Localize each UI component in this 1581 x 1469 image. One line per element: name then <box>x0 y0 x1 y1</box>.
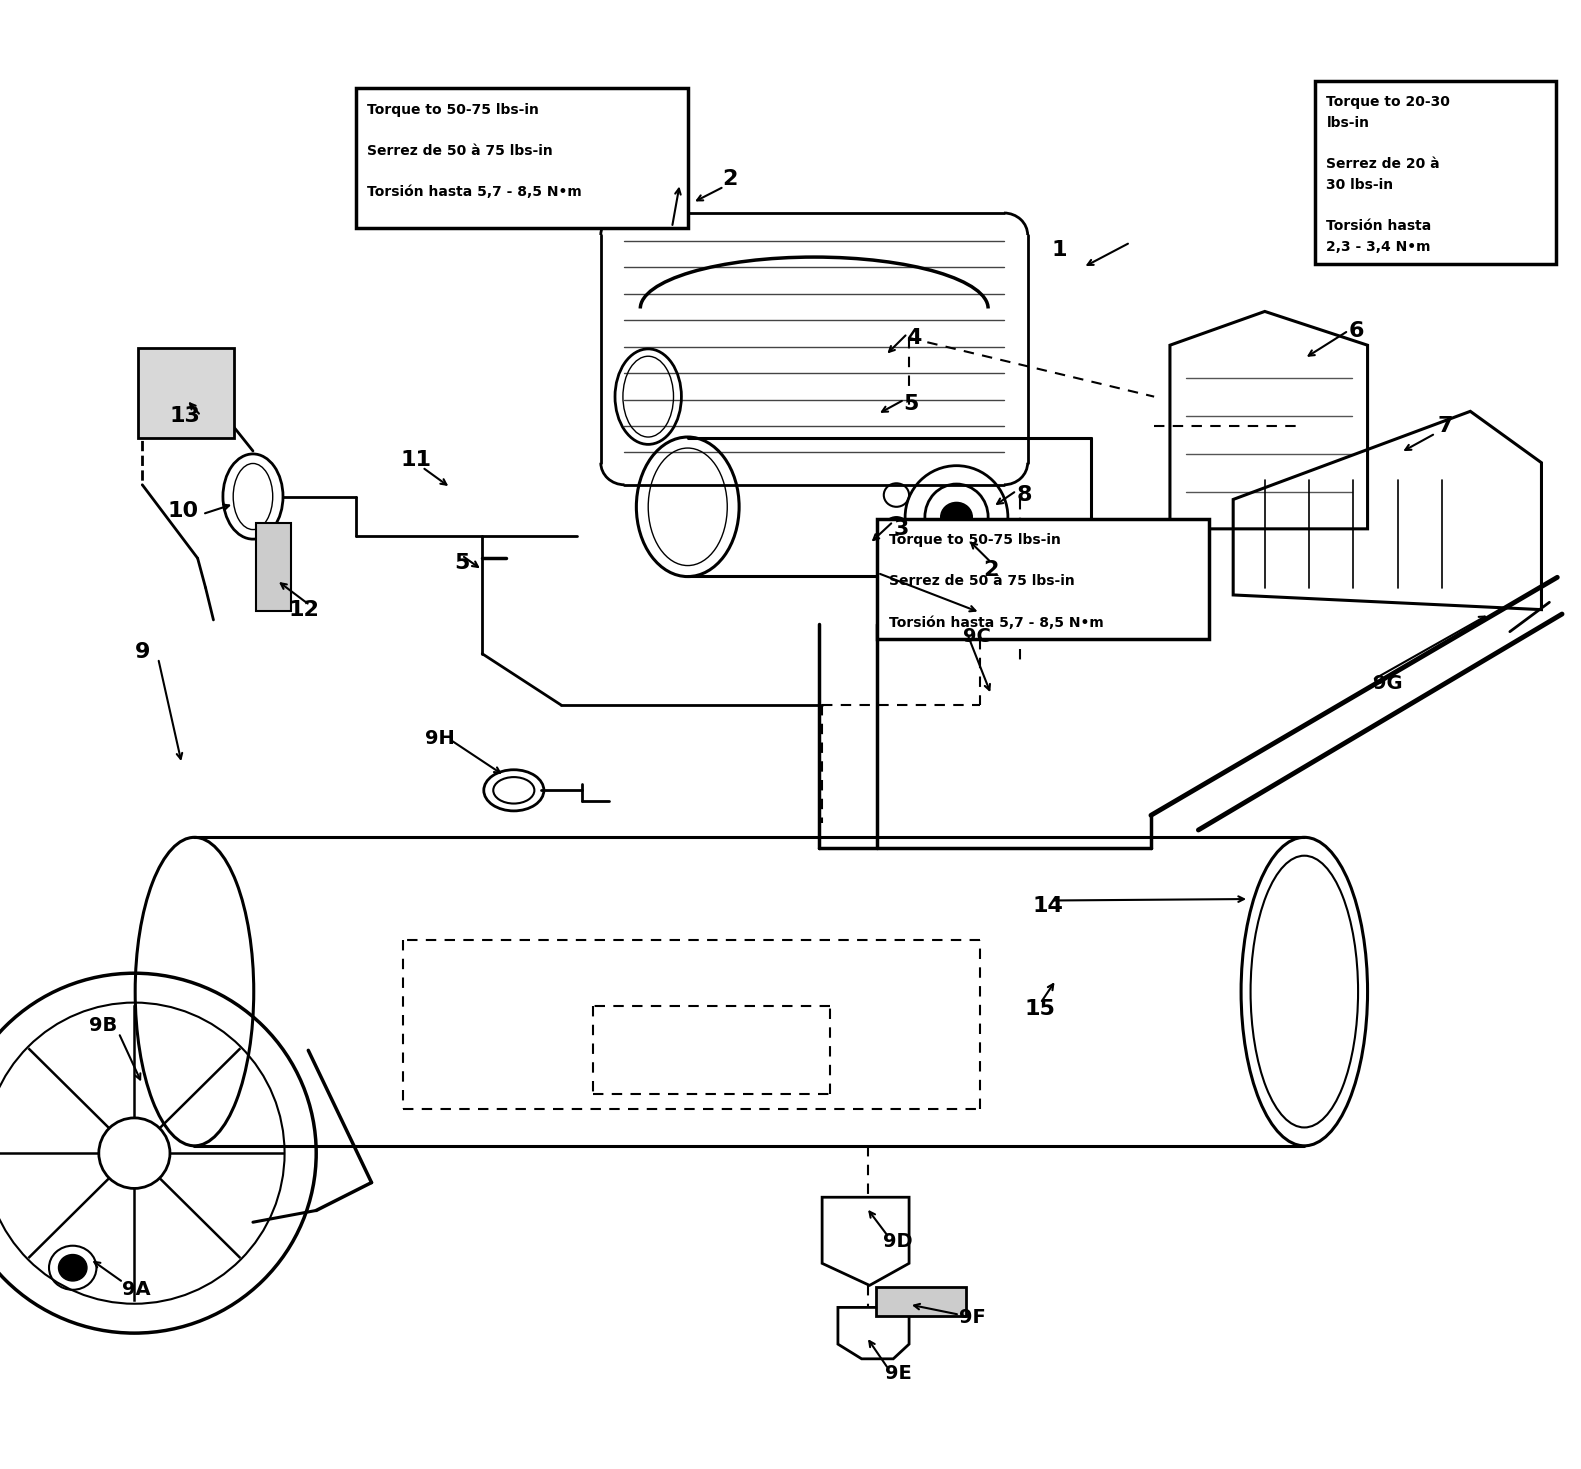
Text: 9A: 9A <box>122 1281 150 1299</box>
Text: Torque to 20-30
lbs-in

Serrez de 20 à
30 lbs-in

Torsión hasta
2,3 - 3,4 N•m: Torque to 20-30 lbs-in Serrez de 20 à 30… <box>1326 95 1450 254</box>
FancyBboxPatch shape <box>1315 81 1556 264</box>
Text: 9C: 9C <box>963 627 991 645</box>
Text: 2: 2 <box>723 169 738 190</box>
Text: 9: 9 <box>134 642 150 663</box>
FancyBboxPatch shape <box>138 348 234 438</box>
Text: 3: 3 <box>893 519 909 539</box>
Text: 10: 10 <box>168 501 199 521</box>
Text: 13: 13 <box>169 405 201 426</box>
Text: 6: 6 <box>1349 320 1364 341</box>
Text: 9D: 9D <box>884 1232 912 1250</box>
FancyBboxPatch shape <box>876 1287 966 1316</box>
Text: 9G: 9G <box>1374 674 1402 692</box>
Text: 9F: 9F <box>960 1309 985 1327</box>
Text: 12: 12 <box>288 599 319 620</box>
Text: 11: 11 <box>400 450 432 470</box>
Text: 14: 14 <box>1032 896 1064 917</box>
Text: 9E: 9E <box>885 1365 911 1382</box>
Text: 5: 5 <box>903 394 919 414</box>
Text: Torque to 50-75 lbs-in

Serrez de 50 à 75 lbs-in

Torsión hasta 5,7 - 8,5 N•m: Torque to 50-75 lbs-in Serrez de 50 à 75… <box>367 103 582 200</box>
Text: 9H: 9H <box>425 730 454 748</box>
Text: 4: 4 <box>906 328 922 348</box>
Circle shape <box>58 1255 87 1281</box>
Circle shape <box>941 502 972 532</box>
Text: 8: 8 <box>1017 485 1032 505</box>
Text: 7: 7 <box>1437 416 1453 436</box>
Text: 9B: 9B <box>89 1017 117 1034</box>
Text: 5: 5 <box>454 552 470 573</box>
Text: 1: 1 <box>1051 239 1067 260</box>
FancyBboxPatch shape <box>877 519 1209 639</box>
Text: 2: 2 <box>983 560 999 580</box>
Text: 15: 15 <box>1024 999 1056 1019</box>
Text: Torque to 50-75 lbs-in

Serrez de 50 à 75 lbs-in

Torsión hasta 5,7 - 8,5 N•m: Torque to 50-75 lbs-in Serrez de 50 à 75… <box>889 533 1104 630</box>
FancyBboxPatch shape <box>356 88 688 228</box>
FancyBboxPatch shape <box>256 523 291 611</box>
